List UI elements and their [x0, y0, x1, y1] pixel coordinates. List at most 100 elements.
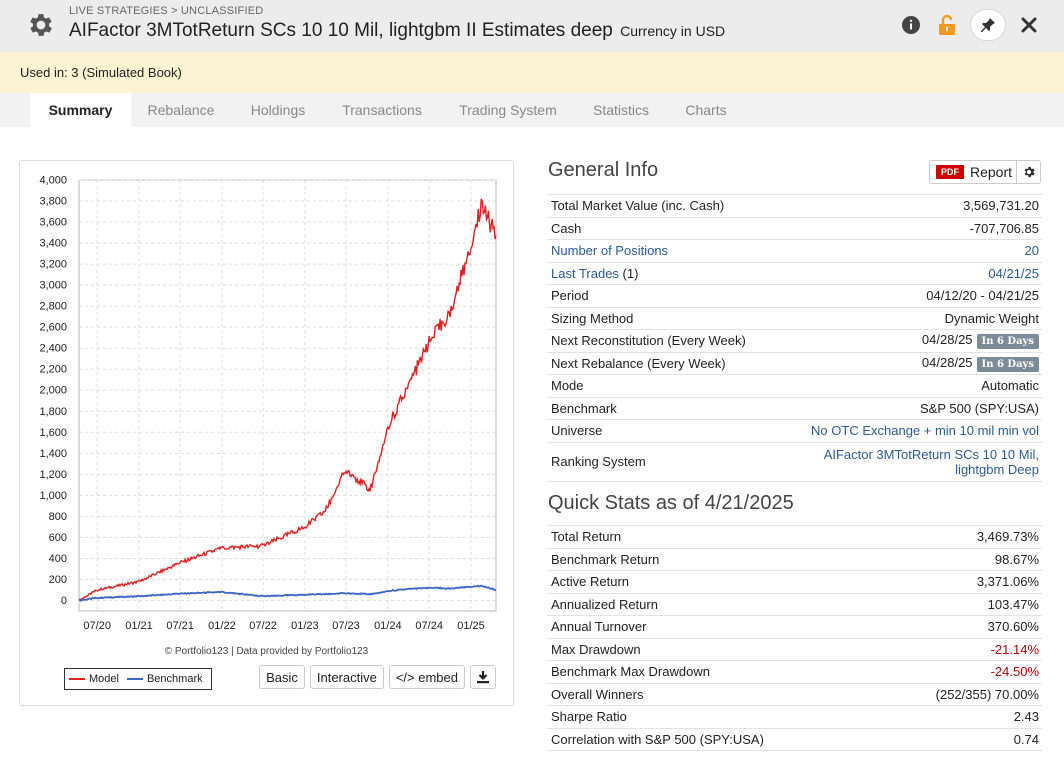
- y-tick-label: 400: [49, 553, 67, 565]
- row-label: Benchmark Return: [547, 547, 877, 571]
- row-label: Correlation with S&P 500 (SPY:USA): [547, 727, 877, 751]
- close-icon[interactable]: [1016, 12, 1042, 38]
- table-row: Max Drawdown -21.14%: [547, 637, 1042, 661]
- row-value: Dynamic Weight: [775, 306, 1042, 330]
- page-title: AIFactor 3MTotReturn SCs 10 10 Mil, ligh…: [69, 20, 725, 42]
- report-label: Report: [970, 164, 1013, 180]
- report-settings-button[interactable]: [1016, 161, 1040, 183]
- plot-area: [78, 179, 497, 612]
- series-line-model: [78, 198, 497, 602]
- y-tick-label: 2,800: [39, 301, 67, 313]
- table-row: Annual Turnover 370.60%: [547, 615, 1042, 638]
- legend-label-model: Model: [89, 673, 119, 685]
- table-row: Annualized Return 103.47%: [547, 592, 1042, 616]
- row-label: Benchmark Max Drawdown: [547, 660, 877, 683]
- table-row: Period 04/12/20 - 04/21/25: [547, 284, 1042, 307]
- pin-icon[interactable]: [970, 9, 1006, 41]
- row-label: Sizing Method: [547, 306, 776, 330]
- positions-link[interactable]: Number of Positions: [551, 243, 669, 259]
- row-label: Total Return: [547, 525, 877, 548]
- row-value: 3,371.06%: [876, 570, 1042, 593]
- row-value: -21.14%: [876, 637, 1042, 661]
- row-label: Universe: [547, 419, 776, 442]
- used-in-banner: Used in: 3 (Simulated Book): [0, 52, 1064, 93]
- tab-holdings[interactable]: Holdings: [250, 102, 306, 118]
- table-row: Last Trades (1) 04/21/25: [547, 261, 1042, 285]
- y-tick-label: 3,800: [39, 196, 67, 208]
- row-label: Next Reconstitution (Every Week): [547, 329, 776, 352]
- x-tick-label: 07/24: [415, 620, 443, 632]
- row-value: 04/28/25: [921, 354, 973, 370]
- info-icon[interactable]: [898, 12, 924, 38]
- y-tick-label: 800: [49, 511, 67, 523]
- tab-summary[interactable]: Summary: [30, 93, 131, 127]
- y-tick-label: 600: [49, 532, 67, 544]
- universe-link[interactable]: No OTC Exchange + min 10 mil min vol: [811, 423, 1039, 439]
- table-row: Next Rebalance (Every Week) 04/28/25 In 6 …: [547, 351, 1042, 375]
- x-tick-label: 07/20: [83, 620, 111, 632]
- tab-transactions[interactable]: Transactions: [342, 102, 422, 118]
- tab-charts[interactable]: Charts: [685, 102, 727, 118]
- table-row: Overall Winners (252/355) 70.00%: [547, 682, 1042, 706]
- table-row: Sizing Method Dynamic Weight: [547, 306, 1042, 330]
- x-tick-label: 07/22: [249, 620, 277, 632]
- download-icon: [477, 671, 489, 684]
- row-value: 0.74: [876, 727, 1042, 751]
- y-tick-label: 0: [61, 595, 67, 607]
- ranking-system-link[interactable]: AIFactor 3MTotReturn SCs 10 10 Mil, light…: [824, 447, 1039, 477]
- legend-item-model[interactable]: Model: [69, 673, 119, 685]
- x-tick-label: 07/23: [332, 620, 360, 632]
- y-tick-label: 1,000: [39, 490, 67, 502]
- y-tick-label: 1,200: [39, 469, 67, 481]
- last-trades-link[interactable]: Last Trades: [551, 265, 619, 281]
- download-button[interactable]: [470, 665, 496, 689]
- last-trades-count: (1): [618, 265, 639, 281]
- chart-copyright: © Portfolio123 | Data provided by Portfo…: [164, 646, 369, 657]
- tab-rebalance[interactable]: Rebalance: [147, 102, 215, 118]
- y-tick-label: 1,800: [39, 406, 67, 418]
- table-row: Next Reconstitution (Every Week) 04/28/25…: [547, 329, 1042, 352]
- row-label: Next Rebalance (Every Week): [547, 351, 776, 375]
- pdf-icon: PDF: [936, 165, 964, 179]
- row-label: Period: [547, 284, 776, 307]
- x-tick-label: 01/25: [457, 620, 485, 632]
- row-label: Overall Winners: [547, 682, 877, 706]
- legend-swatch-benchmark: [126, 678, 143, 680]
- last-trades-date-link[interactable]: 04/21/25: [988, 265, 1039, 281]
- legend-item-benchmark[interactable]: Benchmark: [126, 673, 203, 685]
- table-row: Ranking System AIFactor 3MTotReturn SCs 1…: [547, 441, 1042, 482]
- table-row: Benchmark Max Drawdown -24.50%: [547, 660, 1042, 683]
- gear-icon[interactable]: [26, 10, 56, 40]
- row-value: S&P 500 (SPY:USA): [775, 396, 1042, 420]
- x-tick-label: 01/21: [125, 620, 153, 632]
- breadcrumb[interactable]: LIVE STRATEGIES > UNCLASSIFIED: [69, 5, 264, 17]
- series-line-benchmark: [78, 584, 496, 602]
- positions-count-link[interactable]: 20: [1024, 243, 1039, 259]
- legend-swatch-model: [69, 678, 85, 680]
- general-info-table: Total Market Value (inc. Cash) 3,569,731.…: [547, 194, 1042, 482]
- x-tick-label: 01/23: [291, 620, 319, 632]
- row-label: Cash: [547, 216, 776, 240]
- ranking-system-line1: AIFactor 3MTotReturn SCs 10 10 Mil,: [823, 446, 1039, 462]
- interactive-button[interactable]: Interactive: [309, 665, 384, 689]
- basic-button[interactable]: Basic: [259, 665, 305, 689]
- x-tick-label: 07/21: [166, 620, 194, 632]
- row-label: Benchmark: [547, 396, 776, 420]
- row-value: 3,469.73%: [876, 525, 1042, 548]
- performance-chart[interactable]: 4,000 3,800 3,600 3,400 3,200 3,000 2,800 2,600…: [20, 161, 515, 641]
- row-label: Annual Turnover: [547, 615, 877, 638]
- unlock-icon[interactable]: [934, 12, 960, 38]
- y-tick-label: 4,000: [39, 175, 67, 187]
- row-label: Sharpe Ratio: [547, 705, 877, 728]
- quick-stats-table: Total Return 3,469.73% Benchmark Return 98…: [547, 525, 1042, 751]
- embed-button[interactable]: </> embed: [388, 665, 465, 689]
- y-tick-label: 200: [49, 574, 67, 586]
- tab-trading-system[interactable]: Trading System: [459, 102, 557, 118]
- table-row: Number of Positions 20: [547, 239, 1042, 262]
- y-tick-label: 2,000: [39, 385, 67, 397]
- y-tick-label: 2,200: [39, 364, 67, 376]
- x-tick-label: 01/22: [208, 620, 236, 632]
- quick-stats-title: Quick Stats as of 4/21/2025: [548, 492, 794, 514]
- tab-statistics[interactable]: Statistics: [592, 102, 649, 118]
- report-button[interactable]: PDF Report: [929, 160, 1041, 184]
